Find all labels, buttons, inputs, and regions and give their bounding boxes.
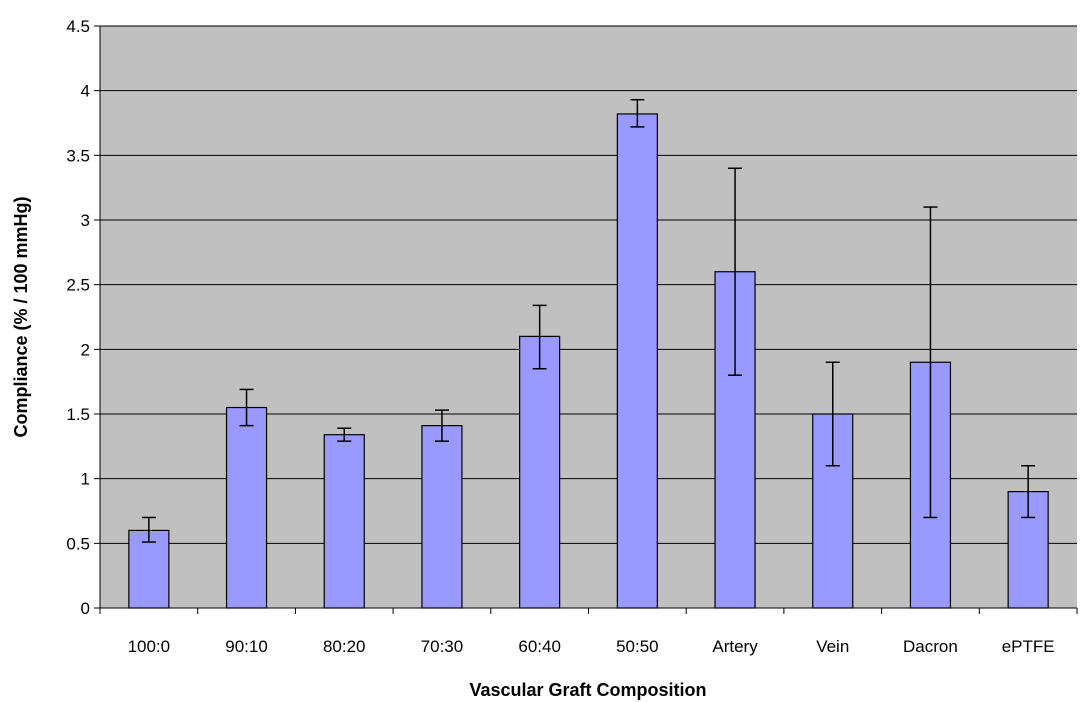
y-tick-label: 1 [81,470,90,489]
x-axis-title: Vascular Graft Composition [469,680,706,700]
x-tick-label: 70:30 [421,637,464,656]
bar-50-50 [616,113,658,609]
error-bar [141,516,156,543]
bar-80-20 [323,434,365,609]
error-bar [923,206,938,519]
x-tick-label: 60:40 [518,637,561,656]
error-bar [337,427,352,442]
bar-60-40 [519,335,561,609]
x-tick-labels: 100:0 90:10 80:20 70:30 60:40 50:50 Artery Vein… [128,637,1055,656]
y-tick-label: 3.5 [66,146,90,165]
error-bars [141,98,1036,543]
x-tick-label: 90:10 [225,637,268,656]
x-tick-label: Artery [712,637,758,656]
y-tick-label: 1.5 [66,405,90,424]
error-bar [1021,464,1036,519]
error-bar [728,167,743,376]
y-axis-title: Compliance (% / 100 mmHg) [11,196,31,437]
y-tick-label: 4.5 [66,17,90,36]
y-tick-label: 2.5 [66,276,90,295]
x-tick-label: Dacron [903,637,958,656]
y-tick-label: 3 [81,211,90,230]
y-tick-label: 0 [81,599,90,618]
x-tick-label: 80:20 [323,637,366,656]
y-tick-label: 4 [81,82,90,101]
error-bar [825,361,840,467]
error-bar [630,98,645,128]
bar-90-10 [225,406,268,609]
x-tick-label: Vein [816,637,849,656]
x-tick-label: 50:50 [616,637,659,656]
error-bar [434,409,449,442]
x-tick-label: ePTFE [1002,637,1055,656]
y-tick-labels: 0 0.5 1 1.5 2 2.5 3 3.5 4 4.5 [66,17,90,618]
bar-100-0 [128,529,170,609]
bar-70-30 [421,425,463,609]
error-bar [532,304,547,370]
y-tick-label: 2 [81,340,90,359]
x-tick-label: 100:0 [128,637,171,656]
bars [128,113,1049,609]
axes [94,25,1078,614]
error-bar [239,388,254,427]
y-tick-label: 0.5 [66,534,90,553]
